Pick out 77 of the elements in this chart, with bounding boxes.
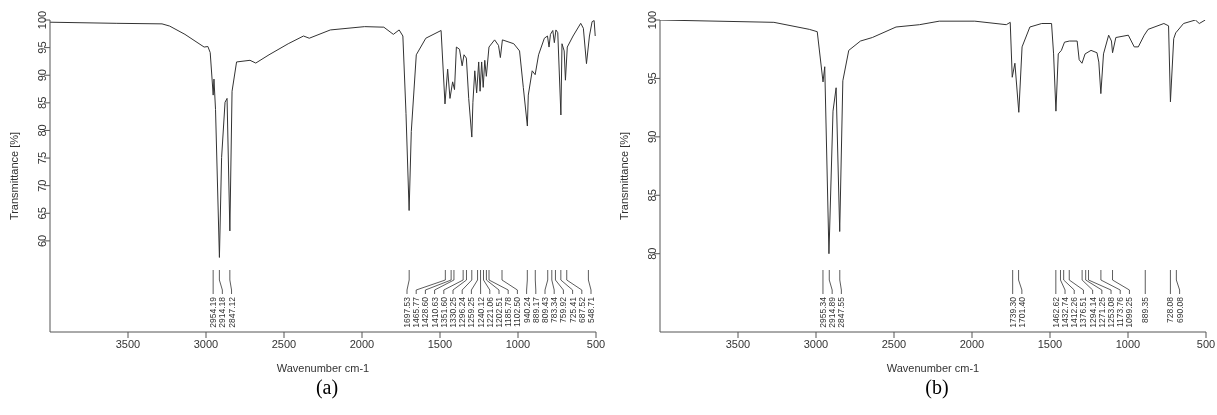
y-tick-label: 80 xyxy=(645,247,658,260)
x-tick-label: 1000 xyxy=(1115,337,1141,350)
annotation: 889.17 xyxy=(530,296,541,323)
annotation: 1410.63 xyxy=(429,296,440,328)
y-tick-label: 70 xyxy=(35,179,48,192)
y-axis-title: Transmittance [%] xyxy=(617,131,630,221)
x-tick-label: 2500 xyxy=(271,337,297,350)
annotation: 1185.78 xyxy=(503,296,514,328)
x-tick-label: 1000 xyxy=(505,337,531,350)
x-tick-label: 3000 xyxy=(193,337,219,350)
annotation: 2914.89 xyxy=(827,296,838,328)
y-tick-label: 100 xyxy=(35,10,48,30)
annotation: 1739.30 xyxy=(1007,296,1018,328)
annotation: 1259.25 xyxy=(466,296,477,328)
annotation: 1697.53 xyxy=(402,296,412,328)
x-tick-label: 2500 xyxy=(881,337,907,350)
annotation: 759.92 xyxy=(558,296,569,323)
annotation: 809.43 xyxy=(540,296,550,323)
x-tick-label: 500 xyxy=(586,337,606,350)
x-tick-label: 3500 xyxy=(115,337,141,350)
annotation: 548.71 xyxy=(586,296,596,323)
annotation: 1412.26 xyxy=(1069,296,1080,328)
annotation: 1202.51 xyxy=(494,296,504,328)
x-tick-label: 2000 xyxy=(959,337,985,350)
y-tick-label: 80 xyxy=(35,124,48,137)
annotation: 2955.34 xyxy=(817,296,828,328)
annotation: 1221.06 xyxy=(484,296,495,328)
y-tick-label: 90 xyxy=(645,130,658,143)
x-tick-label: 1500 xyxy=(1037,337,1063,350)
annotation: 1296.24 xyxy=(457,296,468,328)
annotation: 1294.14 xyxy=(1087,296,1098,328)
annotation: 1240.12 xyxy=(475,296,486,328)
annotation: 1428.60 xyxy=(420,296,431,328)
y-tick-label: 75 xyxy=(35,151,48,165)
annotation: 1271.25 xyxy=(1096,296,1107,328)
y-tick-label: 65 xyxy=(35,207,48,220)
x-tick-label: 500 xyxy=(1196,337,1216,350)
y-tick-label: 95 xyxy=(645,72,658,85)
y-tick-label: 100 xyxy=(645,10,658,30)
annotation: 1376.51 xyxy=(1078,296,1089,328)
annotation: 725.41 xyxy=(567,296,578,323)
x-axis-title: Wavenumber cm-1 xyxy=(276,362,370,374)
annotation: 1351.60 xyxy=(438,296,449,328)
y-tick-label: 85 xyxy=(35,96,48,109)
x-tick-label: 1500 xyxy=(427,337,453,350)
annotation: 889.35 xyxy=(1140,296,1151,323)
x-tick-label: 2000 xyxy=(349,337,375,350)
x-tick-label: 3500 xyxy=(725,337,751,350)
annotation: 940.24 xyxy=(521,296,532,323)
y-axis-title: Transmittance [%] xyxy=(7,131,20,221)
y-tick-label: 60 xyxy=(35,234,48,248)
x-tick-label: 3000 xyxy=(803,337,829,350)
annotation: 728.08 xyxy=(1165,296,1176,323)
annotation: 2847.12 xyxy=(226,296,237,328)
line-series xyxy=(660,20,1206,255)
annotation: 2954.19 xyxy=(208,296,219,328)
annotation: 2847.55 xyxy=(836,296,847,328)
line-series xyxy=(50,20,596,258)
y-tick-label: 90 xyxy=(35,69,48,82)
x-axis-title: Wavenumber cm-1 xyxy=(886,362,980,374)
annotation: 1462.62 xyxy=(1050,296,1061,328)
y-tick-label: 85 xyxy=(645,189,658,202)
annotation: 1432.74 xyxy=(1060,296,1071,328)
annotation: 1701.40 xyxy=(1016,296,1027,328)
annotation: 687.52 xyxy=(576,296,587,323)
annotation: 2914.18 xyxy=(217,296,228,328)
annotation: 1099.25 xyxy=(1124,296,1135,328)
text: (a) xyxy=(314,376,340,399)
annotation: 1465.77 xyxy=(411,296,422,328)
annotation: 690.08 xyxy=(1174,296,1185,323)
text: (b) xyxy=(924,376,950,399)
annotation: 1102.50 xyxy=(512,296,523,328)
y-tick-label: 95 xyxy=(35,41,48,54)
annotation: 1173.76 xyxy=(1115,296,1126,328)
annotation: 783.34 xyxy=(549,296,560,323)
annotation: 1330.25 xyxy=(448,296,458,328)
annotation: 1253.08 xyxy=(1106,296,1117,328)
